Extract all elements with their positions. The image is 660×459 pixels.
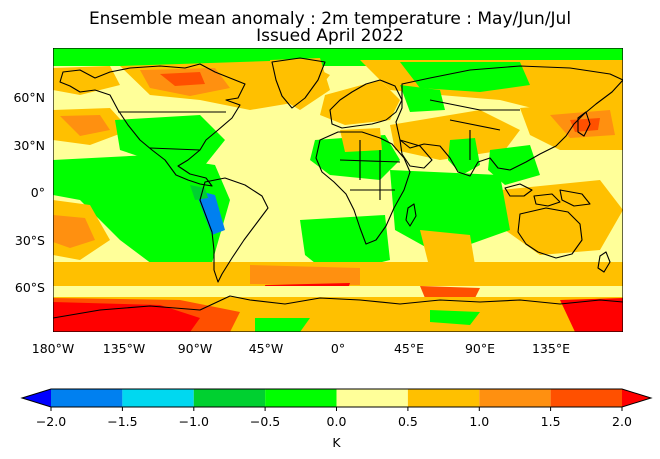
colorbar-segment [193, 389, 266, 407]
anomaly-region-circumpolar-band [53, 286, 623, 300]
colorbar-tick-label: −0.5 [250, 414, 280, 429]
lat-tick-label: 60°S [15, 280, 45, 295]
anomaly-region-eastern-pacific [53, 155, 230, 270]
lon-tick-label: 180°W [32, 341, 74, 356]
lat-tick-label: 30°S [15, 233, 45, 248]
anomaly-region-greenland [270, 58, 330, 110]
anomaly-region-india [448, 138, 480, 175]
anomaly-region-japan-warm [570, 118, 600, 132]
anomaly-region-south-indian-warm [420, 286, 480, 298]
colorbar-tick-label: −1.0 [179, 414, 209, 429]
colorbar-ticks [50, 407, 623, 411]
map-title: Ensemble mean anomaly : 2m temperature :… [88, 9, 572, 29]
colorbar-segment [550, 389, 622, 407]
lat-tick-label: 60°N [13, 90, 45, 105]
anomaly-region-alaska [53, 66, 120, 95]
anomaly-region-peru-coast [195, 190, 225, 235]
anomaly-region-antarctic-peninsula [255, 318, 310, 332]
anomaly-region-ross-sea [53, 302, 200, 332]
colorbar-tick-label: 0.0 [327, 414, 347, 429]
colorbar: −2.0 −1.5 −1.0 −0.5 0.0 0.5 1.0 1.5 2.0 … [20, 388, 653, 450]
colorbar-segment [407, 389, 480, 407]
anomaly-region-east-antarctica-warm [560, 298, 623, 332]
anomaly-region-west-pacific [500, 180, 623, 255]
longitude-tick-labels: 180°W 135°W 90°W 45°W 0° 45°E 90°E 135°E [32, 341, 570, 356]
colorbar-tick-label: 1.0 [469, 414, 489, 429]
lon-tick-label: 135°E [532, 341, 570, 356]
anomaly-region-south-atlantic [300, 215, 390, 275]
anomaly-region-southeast-asia [488, 145, 540, 185]
colorbar-tick-label: 2.0 [612, 414, 632, 429]
lon-tick-label: 90°E [465, 341, 495, 356]
anomaly-region-middle-east [390, 110, 520, 160]
map-subtitle: Issued April 2022 [256, 26, 404, 46]
map-panel [53, 48, 623, 332]
latitude-tick-labels: 60°N 30°N 0° 30°S 60°S [13, 90, 45, 295]
lon-tick-label: 90°W [178, 341, 213, 356]
colorbar-extend-low [22, 389, 51, 407]
anomaly-region-hudson [160, 72, 205, 86]
colorbar-extend-high [622, 389, 651, 407]
anomaly-region-north-pacific-warm [60, 115, 110, 136]
anomaly-region-europe [320, 80, 400, 125]
colorbar-segment [265, 389, 337, 407]
anomaly-region-south-indian-ocean [420, 230, 475, 270]
colorbar-segment [51, 389, 123, 407]
colorbar-tick-label: −2.0 [36, 414, 66, 429]
anomaly-region-south-pacific-warm [53, 215, 95, 248]
colorbar-segment [336, 389, 408, 407]
colorbar-tick-label: 1.5 [541, 414, 561, 429]
lat-tick-label: 30°N [13, 138, 45, 153]
lon-tick-label: 45°E [394, 341, 424, 356]
lat-tick-label: 0° [31, 185, 45, 200]
colorbar-tick-label: 0.5 [398, 414, 418, 429]
colorbar-segment [122, 389, 194, 407]
coastlines [53, 57, 623, 319]
lon-tick-label: 0° [331, 341, 345, 356]
colorbar-unit-label: K [332, 435, 341, 450]
anomaly-region-east-europe [400, 85, 445, 112]
anomaly-region-sahara [340, 128, 382, 152]
lon-tick-label: 45°W [249, 341, 284, 356]
anomaly-region-indian-ocean [390, 170, 510, 255]
colorbar-tick-label: −1.5 [107, 414, 137, 429]
lon-tick-label: 135°W [103, 341, 145, 356]
anomaly-region-antarctic-cool [430, 310, 480, 325]
anomaly-region-north-asia-cool [400, 62, 530, 92]
colorbar-segment [479, 389, 551, 407]
anomaly-region-south-atlantic-warm [250, 265, 360, 285]
